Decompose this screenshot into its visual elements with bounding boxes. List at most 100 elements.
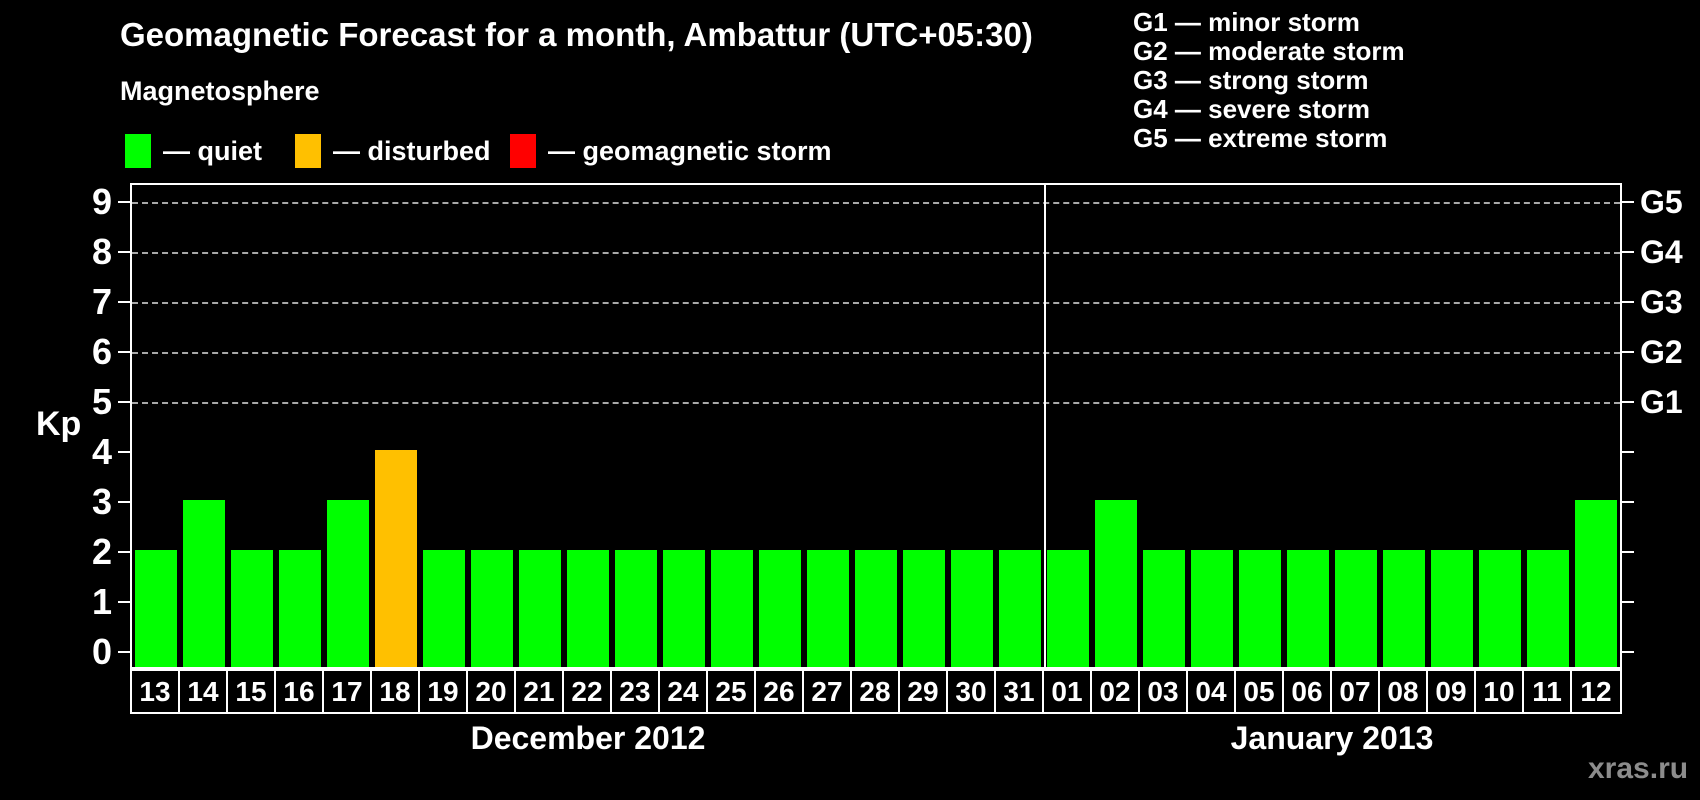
legend-item-disturbed: — disturbed (295, 134, 491, 168)
day-label-17: 17 (324, 671, 372, 712)
bar-slot-day-03 (1140, 185, 1188, 667)
left-tick-kp8 (118, 251, 130, 253)
bar-slot-day-17 (324, 185, 372, 667)
left-tick-kp6 (118, 351, 130, 353)
bar-slot-day-16 (276, 185, 324, 667)
day-label-25: 25 (708, 671, 756, 712)
g-scale-line: G1 — minor storm (1133, 7, 1360, 37)
bar-slot-day-23 (612, 185, 660, 667)
month-separator-line (1044, 185, 1046, 667)
bar-slot-day-07 (1332, 185, 1380, 667)
y-tick-label-4: 4 (91, 431, 112, 472)
kp-bar-day-14 (183, 500, 225, 667)
y-tick-label-7: 7 (91, 281, 112, 322)
day-label-14: 14 (180, 671, 228, 712)
day-label-24: 24 (660, 671, 708, 712)
left-tick-kp1 (118, 601, 130, 603)
bar-slot-day-18 (372, 185, 420, 667)
day-label-08: 08 (1380, 671, 1428, 712)
right-tick-kp7 (1622, 301, 1634, 303)
bar-slot-day-12 (1572, 185, 1620, 667)
kp-bar-day-13 (135, 550, 177, 667)
bar-slot-day-21 (516, 185, 564, 667)
disturbed-swatch (295, 134, 321, 168)
kp-bar-day-27 (807, 550, 849, 667)
kp-bar-day-05 (1239, 550, 1281, 667)
y-tick-label-5: 5 (91, 381, 112, 422)
bar-slot-day-05 (1236, 185, 1284, 667)
day-label-10: 10 (1476, 671, 1524, 712)
bar-slot-day-19 (420, 185, 468, 667)
day-label-11: 11 (1524, 671, 1572, 712)
bar-slot-day-04 (1188, 185, 1236, 667)
y-tick-label-6: 6 (91, 331, 112, 372)
bars-container (132, 185, 1620, 667)
bar-slot-day-30 (948, 185, 996, 667)
g-scale-line: G5 — extreme storm (1133, 123, 1388, 153)
legend-label-disturbed: — disturbed (333, 135, 491, 166)
day-label-21: 21 (516, 671, 564, 712)
bar-slot-day-06 (1284, 185, 1332, 667)
day-label-30: 30 (948, 671, 996, 712)
kp-bar-day-26 (759, 550, 801, 667)
bar-slot-day-24 (660, 185, 708, 667)
right-tick-kp6 (1622, 351, 1634, 353)
kp-bar-day-21 (519, 550, 561, 667)
right-axis-label-g4: G4 (1640, 234, 1683, 270)
day-label-05: 05 (1236, 671, 1284, 712)
right-tick-kp2 (1622, 551, 1634, 553)
bar-slot-day-13 (132, 185, 180, 667)
right-tick-kp5 (1622, 401, 1634, 403)
day-label-04: 04 (1188, 671, 1236, 712)
kp-bar-day-15 (231, 550, 273, 667)
bar-slot-day-25 (708, 185, 756, 667)
bar-slot-day-11 (1524, 185, 1572, 667)
g-scale-line: G4 — severe storm (1133, 94, 1371, 124)
kp-bar-day-07 (1335, 550, 1377, 667)
day-label-01: 01 (1044, 671, 1092, 712)
y-tick-label-0: 0 (91, 631, 112, 672)
kp-bar-day-18 (375, 450, 417, 667)
kp-bar-day-23 (615, 550, 657, 667)
gridline-kp6 (132, 352, 1620, 354)
kp-bar-day-16 (279, 550, 321, 667)
left-tick-kp5 (118, 401, 130, 403)
bar-slot-day-02 (1092, 185, 1140, 667)
left-tick-kp2 (118, 551, 130, 553)
kp-bar-day-19 (423, 550, 465, 667)
g-scale-legend: G1 — minor storm G2 — moderate storm G3 … (1133, 8, 1405, 153)
bar-slot-day-22 (564, 185, 612, 667)
day-label-row: 13 14 15 16 17 18 19 20 21 22 23 24 25 26 27 28 29 30 31 01… (130, 669, 1622, 714)
day-label-15: 15 (228, 671, 276, 712)
g-scale-line: G3 — strong storm (1133, 65, 1369, 95)
month-label-january: January 2013 (1230, 720, 1434, 756)
y-tick-label-3: 3 (91, 481, 112, 522)
right-tick-kp1 (1622, 601, 1634, 603)
y-tick-label-9: 9 (91, 181, 112, 222)
right-tick-kp8 (1622, 251, 1634, 253)
legend-label-storm: — geomagnetic storm (548, 135, 832, 166)
kp-bar-day-25 (711, 550, 753, 667)
quiet-swatch (125, 134, 151, 168)
right-axis-label-g1: G1 (1640, 384, 1683, 420)
page-title: Geomagnetic Forecast for a month, Ambatt… (120, 16, 1033, 53)
bar-slot-day-14 (180, 185, 228, 667)
kp-bar-day-08 (1383, 550, 1425, 667)
bar-slot-day-28 (852, 185, 900, 667)
kp-bar-day-20 (471, 550, 513, 667)
kp-bar-day-06 (1287, 550, 1329, 667)
bar-slot-day-01 (1044, 185, 1092, 667)
day-label-26: 26 (756, 671, 804, 712)
kp-bar-day-11 (1527, 550, 1569, 667)
day-label-29: 29 (900, 671, 948, 712)
day-label-09: 09 (1428, 671, 1476, 712)
day-label-28: 28 (852, 671, 900, 712)
y-tick-label-8: 8 (91, 231, 112, 272)
gridline-kp8 (132, 252, 1620, 254)
kp-bar-day-10 (1479, 550, 1521, 667)
bar-slot-day-09 (1428, 185, 1476, 667)
day-label-12: 12 (1580, 675, 1612, 707)
left-tick-kp9 (118, 201, 130, 203)
right-tick-kp3 (1622, 501, 1634, 503)
